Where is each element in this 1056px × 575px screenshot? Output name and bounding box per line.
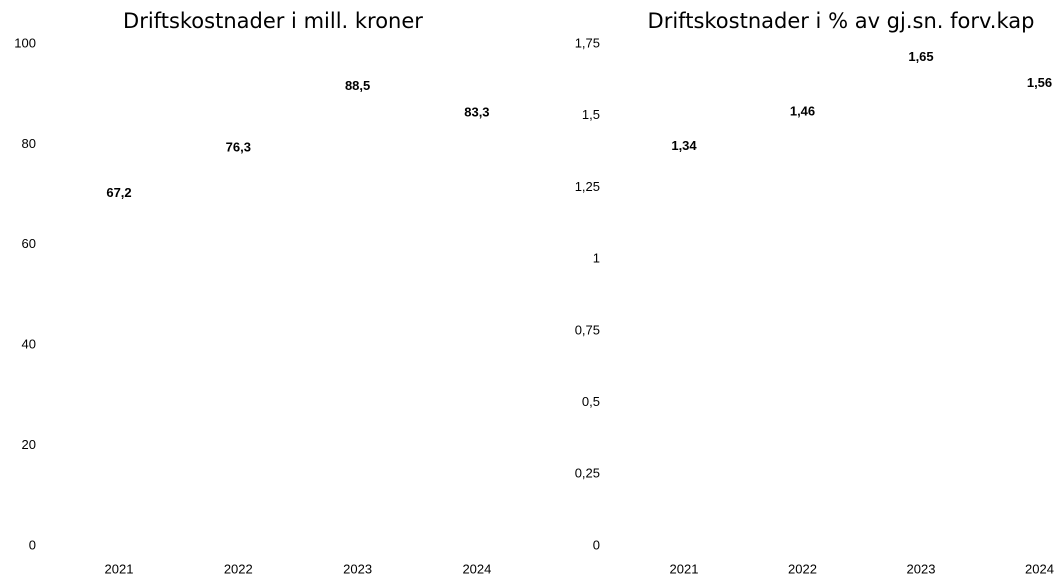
bar — [436, 127, 517, 547]
data-label: 1,46 — [790, 104, 815, 119]
x-tick-label: 2023 — [343, 561, 372, 575]
y-tick-label: 1 — [593, 251, 600, 266]
x-tick-label: 2022 — [788, 561, 817, 575]
y-tick-label: 0 — [29, 537, 36, 552]
data-label: 1,56 — [1027, 75, 1052, 90]
data-label: 67,2 — [106, 185, 131, 200]
y-tick-label: 0 — [593, 537, 600, 552]
data-label: 1,34 — [671, 138, 697, 153]
bar — [999, 98, 1056, 546]
bar — [644, 161, 724, 546]
chart-title: Driftskostnader i % av gj.sn. forv.kap — [648, 9, 1035, 33]
y-tick-label: 80 — [22, 136, 36, 151]
bar — [881, 72, 961, 546]
bar — [762, 127, 843, 546]
y-tick-label: 20 — [22, 437, 36, 452]
x-tick-label: 2024 — [462, 561, 491, 575]
x-tick-label: 2022 — [224, 561, 253, 575]
x-tick-label: 2023 — [907, 561, 936, 575]
data-label: 76,3 — [226, 139, 251, 154]
x-tick-label: 2021 — [105, 561, 134, 575]
y-tick-label: 1,5 — [582, 107, 600, 122]
bar — [198, 162, 279, 546]
y-tick-label: 0,25 — [575, 466, 600, 481]
y-tick-label: 40 — [22, 337, 36, 352]
y-tick-label: 100 — [14, 35, 36, 50]
x-tick-label: 2024 — [1025, 561, 1054, 575]
chart-title: Driftskostnader i mill. kroner — [123, 9, 423, 33]
bar — [317, 101, 398, 546]
y-tick-label: 0,75 — [575, 322, 600, 337]
data-label: 1,65 — [908, 49, 933, 64]
bar — [79, 208, 159, 546]
y-tick-label: 0,5 — [582, 394, 600, 409]
data-label: 88,5 — [345, 78, 370, 93]
y-tick-label: 1,25 — [575, 179, 600, 194]
y-tick-label: 60 — [22, 236, 36, 251]
x-tick-label: 2021 — [670, 561, 699, 575]
y-tick-label: 1,75 — [575, 35, 600, 50]
data-label: 83,3 — [464, 104, 489, 119]
